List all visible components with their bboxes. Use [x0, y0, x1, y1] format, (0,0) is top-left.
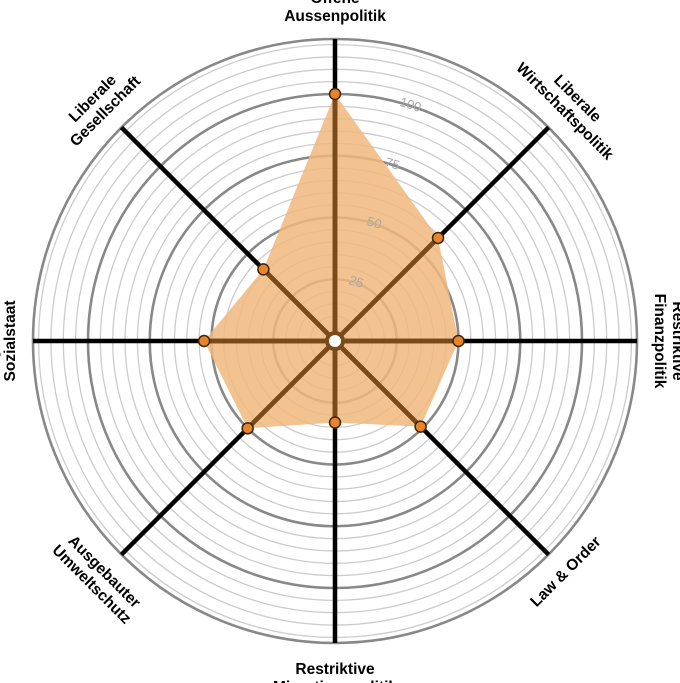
axis-label-group: RestriktiveMigrationspolitik	[273, 661, 397, 683]
axis-spoke-inner	[261, 267, 337, 343]
axis-label-group: OffeneAussenpolitik	[284, 0, 386, 25]
data-point	[452, 334, 465, 348]
axis-spoke-inner	[333, 339, 423, 429]
center-hub	[325, 331, 345, 351]
data-point	[414, 420, 427, 433]
data-point	[328, 87, 342, 101]
data-point	[257, 263, 270, 276]
data-point	[197, 334, 211, 348]
axis-label: Ausgebauter	[0, 294, 1, 389]
axis-label: Sozialstaat	[2, 301, 19, 382]
axis-label-group: AusgebauterSozialstaat	[0, 294, 19, 389]
data-area	[204, 94, 459, 429]
tick-label: 25	[347, 272, 365, 291]
tick-label: 75	[383, 154, 401, 173]
axis-label: Aussenpolitik	[284, 8, 386, 25]
axis-spoke-inner	[333, 236, 440, 343]
axis-label: Restriktive	[295, 661, 375, 678]
axis-label: Migrationspolitik	[273, 679, 397, 683]
axis-label: Finanzpolitik	[651, 294, 668, 389]
tick-label: 50	[365, 213, 383, 232]
axis-label: Restriktive	[669, 301, 680, 381]
axis-label: Offene	[310, 0, 359, 7]
tick-label: 100	[398, 94, 423, 115]
data-point	[241, 422, 254, 435]
data-point	[328, 416, 342, 429]
axis-spoke-inner	[246, 339, 337, 430]
data-point	[431, 231, 445, 245]
